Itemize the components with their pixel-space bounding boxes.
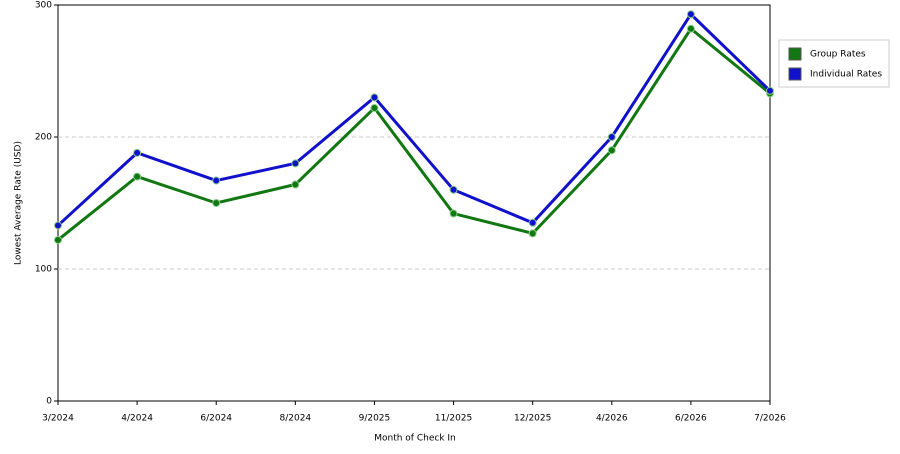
x-tick-label: 9/2025 (359, 414, 391, 424)
point (212, 176, 221, 185)
series-line (56, 11, 772, 227)
y-tick-label: 200 (35, 133, 52, 143)
point (54, 235, 62, 244)
y-tick-label: 100 (35, 265, 52, 275)
point (212, 199, 221, 207)
point (54, 221, 62, 230)
point (449, 185, 458, 194)
point (291, 180, 300, 189)
x-tick-label: 7/2026 (754, 414, 786, 424)
x-tick-label: 6/2024 (200, 414, 232, 424)
x-tick-label: 4/2024 (121, 414, 153, 424)
x-tick-label: 12/2025 (514, 414, 551, 424)
x-tick-label: 11/2025 (435, 414, 472, 424)
legend-label: Individual Rates (810, 70, 882, 80)
point (449, 209, 458, 218)
point (686, 10, 695, 19)
x-tick-label: 3/2024 (42, 414, 74, 424)
x-axis-label: Month of Check In (374, 434, 456, 444)
y-tick-label: 300 (35, 1, 52, 11)
point (133, 172, 142, 181)
point (607, 146, 616, 155)
point (686, 24, 695, 33)
plot-frame (57, 4, 771, 402)
point (291, 159, 300, 168)
point (528, 229, 537, 238)
legend-swatch (788, 67, 802, 81)
point (370, 103, 379, 112)
x-tick-label: 6/2026 (675, 414, 707, 424)
y-tick-label: 0 (46, 397, 52, 407)
point (370, 93, 379, 102)
x-tick-label: 4/2026 (596, 414, 628, 424)
legend-swatch (788, 47, 802, 61)
x-tick-label: 8/2024 (279, 414, 311, 424)
point (607, 133, 616, 141)
legend-label: Group Rates (810, 50, 866, 60)
point (766, 86, 774, 95)
series-line (57, 26, 771, 242)
point (528, 218, 537, 227)
point (133, 148, 142, 157)
y-axis-label: Lowest Average Rate (USD) (14, 141, 24, 265)
